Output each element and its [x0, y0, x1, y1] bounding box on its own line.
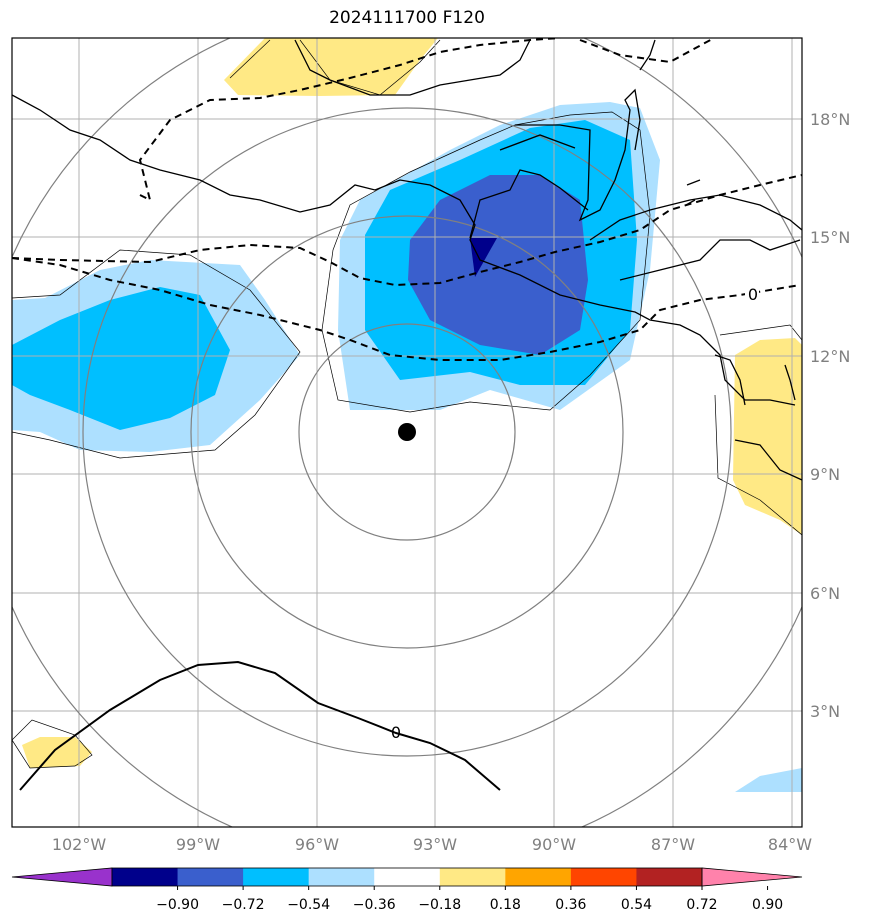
range-ring-3: [82, 107, 732, 757]
lon-tick-labels: 102°W 99°W 96°W 93°W 90°W 87°W 84°W: [52, 835, 812, 854]
lon-tick-label: 93°W: [413, 835, 457, 854]
lon-tick-label: 90°W: [532, 835, 576, 854]
blue-region-central: [408, 175, 588, 355]
colorbar-segment: [374, 868, 441, 886]
contour-solid-south: [19, 660, 501, 791]
lat-tick-label: 6°N: [810, 584, 840, 603]
yellow-region-east: [733, 338, 802, 535]
chart-title: 2024111700 F120: [329, 8, 485, 28]
colorbar-segment: [439, 868, 506, 886]
navy-region-central: [470, 238, 497, 277]
lat-tick-label: 12°N: [810, 347, 850, 366]
colorbar-segment: [308, 868, 375, 886]
colorbar-tick-label: −0.90: [156, 897, 199, 913]
colorbar-segment: [177, 868, 244, 886]
center-marker: [398, 423, 416, 441]
lat-tick-label: 15°N: [810, 228, 850, 247]
lon-tick-label: 87°W: [651, 835, 695, 854]
colorbar-segment: [505, 868, 572, 886]
yellow-region-southwest: [22, 737, 92, 768]
lat-tick-label: 9°N: [810, 465, 840, 484]
colorbar: [11, 867, 803, 887]
plot-area: [12, 38, 802, 827]
colorbar-tick-label: 0.90: [752, 897, 783, 913]
light-blue-region-southeast: [735, 768, 802, 792]
colorbar-segment: [243, 868, 310, 886]
zero-contours: [12, 38, 802, 791]
contour-dashed-north: [138, 38, 561, 202]
colorbar-segment: [636, 868, 703, 886]
colorbar-extend-min: [11, 867, 113, 887]
contour-label-zero-south: 0: [391, 723, 401, 742]
colorbar-tick-label: −0.72: [222, 897, 265, 913]
lon-tick-label: 96°W: [295, 835, 339, 854]
lon-tick-label: 99°W: [176, 835, 220, 854]
lon-tick-label: 84°W: [768, 835, 812, 854]
colorbar-labels: −0.90 −0.72 −0.54 −0.36 −0.18 0.18 0.36 0.54 0.7…: [156, 886, 783, 913]
colorbar-tick-label: 0.36: [555, 897, 586, 913]
colorbar-tick-label: −0.36: [353, 897, 396, 913]
colorbar-segment: [570, 868, 637, 886]
contour-dashed-central: [12, 174, 802, 287]
lat-tick-label: 3°N: [810, 702, 840, 721]
range-rings: [12, 38, 802, 827]
lat-tick-label: 18°N: [810, 110, 850, 129]
contour-label-zero-east: 0: [748, 285, 758, 304]
field-outlines: [12, 39, 802, 769]
colorbar-tick-label: −0.54: [287, 897, 330, 913]
colorbar-frame: [111, 867, 703, 887]
colorbar-tick-label: 0.18: [490, 897, 521, 913]
cyan-region-west: [12, 287, 230, 430]
colorbar-extend-max: [701, 867, 803, 887]
colorbar-segment: [112, 868, 179, 886]
lat-tick-labels: 3°N 6°N 9°N 12°N 15°N 18°N: [810, 110, 850, 721]
yellow-region-north: [224, 38, 438, 96]
lon-tick-label: 102°W: [52, 835, 107, 854]
colorbar-tick-label: −0.18: [418, 897, 461, 913]
range-ring-2: [190, 215, 624, 649]
plot-frame: [11, 37, 803, 828]
range-ring-1: [298, 323, 516, 541]
colorbar-tick-label: 0.72: [686, 897, 717, 913]
gridlines: [12, 38, 802, 827]
colorbar-tick-label: 0.54: [621, 897, 652, 913]
